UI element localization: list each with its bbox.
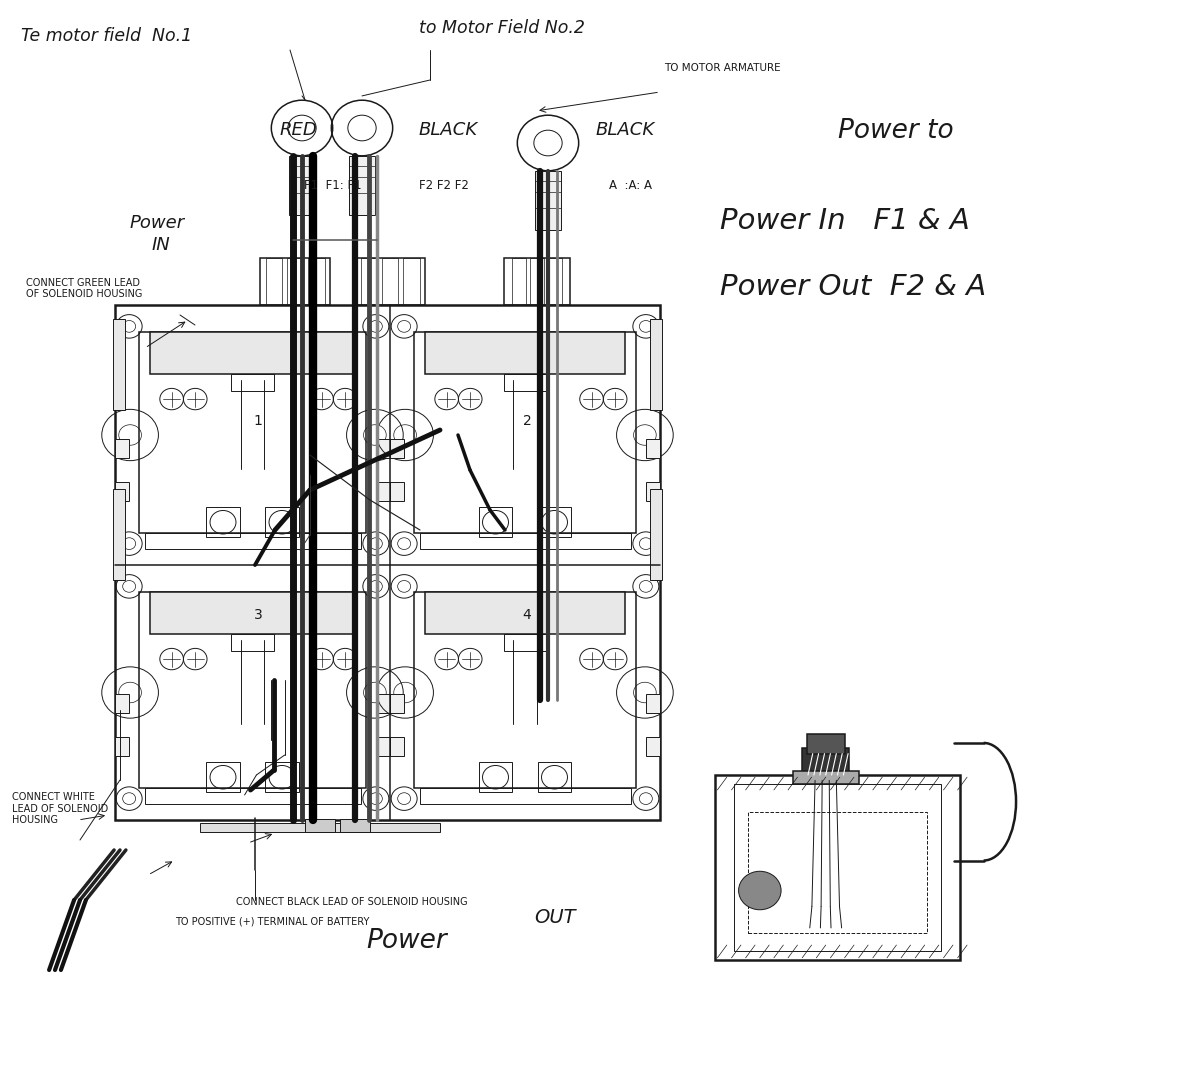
Text: 4: 4 <box>523 608 531 622</box>
Bar <box>420 788 630 804</box>
Bar <box>391 737 405 756</box>
Bar <box>113 320 125 410</box>
Bar <box>426 592 624 635</box>
Bar <box>645 737 660 756</box>
Bar <box>144 788 361 804</box>
Bar <box>144 533 361 549</box>
Bar <box>114 439 129 459</box>
Bar <box>199 823 440 832</box>
Bar <box>538 508 571 538</box>
Text: TO MOTOR ARMATURE: TO MOTOR ARMATURE <box>664 63 781 73</box>
Bar <box>420 533 630 549</box>
Bar <box>114 694 129 713</box>
Bar <box>734 784 942 951</box>
Bar <box>391 439 405 459</box>
Bar <box>504 374 546 390</box>
Bar <box>414 331 636 533</box>
Text: Power: Power <box>366 928 446 954</box>
Bar <box>355 258 426 305</box>
Bar <box>793 771 859 784</box>
Text: 2: 2 <box>523 414 531 428</box>
Bar <box>802 748 850 775</box>
Text: OUT: OUT <box>535 908 576 927</box>
Bar <box>382 258 399 305</box>
Bar <box>426 331 624 374</box>
Bar <box>645 694 660 713</box>
Bar <box>114 305 660 820</box>
Text: BLACK: BLACK <box>596 121 655 139</box>
Text: TO POSITIVE (+) TERMINAL OF BATTERY: TO POSITIVE (+) TERMINAL OF BATTERY <box>175 917 369 927</box>
Bar <box>715 775 961 960</box>
Bar <box>748 812 927 933</box>
Text: A  :A: A: A :A: A <box>609 180 651 192</box>
Bar <box>807 734 845 754</box>
Bar <box>304 819 334 832</box>
Bar <box>391 482 405 501</box>
Bar <box>538 762 571 792</box>
Text: to Motor Field No.2: to Motor Field No.2 <box>419 19 585 37</box>
Text: 1: 1 <box>254 414 263 428</box>
Bar <box>530 258 544 305</box>
Bar <box>260 258 330 305</box>
Bar <box>206 762 240 792</box>
Bar <box>535 171 560 230</box>
Bar <box>340 819 369 832</box>
Bar <box>231 635 274 651</box>
Bar <box>114 737 129 756</box>
Bar <box>645 482 660 501</box>
Bar <box>504 258 570 305</box>
Text: CONNECT WHITE
LEAD OF SOLENOID
HOUSING: CONNECT WHITE LEAD OF SOLENOID HOUSING <box>12 792 109 825</box>
Bar <box>349 156 375 215</box>
Text: F2 F2 F2: F2 F2 F2 <box>419 180 468 192</box>
Bar <box>645 439 660 459</box>
Bar <box>138 592 367 788</box>
Bar <box>376 737 391 756</box>
Text: Power: Power <box>130 214 185 232</box>
Bar <box>404 258 420 305</box>
Bar <box>376 694 391 713</box>
Text: Power In   F1 & A: Power In F1 & A <box>720 207 970 235</box>
Bar <box>361 258 378 305</box>
Bar <box>287 258 303 305</box>
Bar <box>479 508 512 538</box>
Bar <box>479 762 512 792</box>
Bar <box>138 331 367 533</box>
Bar <box>266 508 299 538</box>
Circle shape <box>739 871 781 910</box>
Text: Te motor field  No.1: Te motor field No.1 <box>21 27 192 45</box>
Bar <box>150 331 355 374</box>
Bar <box>114 482 129 501</box>
Bar <box>512 258 526 305</box>
Text: CONNECT GREEN LEAD
OF SOLENOID HOUSING: CONNECT GREEN LEAD OF SOLENOID HOUSING <box>26 278 143 299</box>
Text: Power Out  F2 & A: Power Out F2 & A <box>720 274 986 301</box>
Text: F1  F1: F1: F1 F1: F1 <box>304 180 362 192</box>
Bar <box>231 374 274 390</box>
Text: RED: RED <box>280 121 317 139</box>
Bar <box>376 482 391 501</box>
Bar <box>650 490 662 580</box>
Bar <box>206 508 240 538</box>
Text: 3: 3 <box>254 608 262 622</box>
Bar <box>308 258 325 305</box>
Bar <box>266 762 299 792</box>
Bar <box>414 592 636 788</box>
Bar <box>289 156 315 215</box>
Text: CONNECT BLACK LEAD OF SOLENOID HOUSING: CONNECT BLACK LEAD OF SOLENOID HOUSING <box>236 897 467 907</box>
Bar <box>113 490 125 580</box>
Text: Power to: Power to <box>838 119 953 144</box>
Text: IN: IN <box>151 236 170 254</box>
Bar <box>150 592 355 635</box>
Bar <box>504 635 546 651</box>
Bar <box>548 258 562 305</box>
Bar <box>376 439 391 459</box>
Bar <box>650 320 662 410</box>
Bar <box>266 258 282 305</box>
Bar <box>391 694 405 713</box>
Text: BLACK: BLACK <box>419 121 478 139</box>
